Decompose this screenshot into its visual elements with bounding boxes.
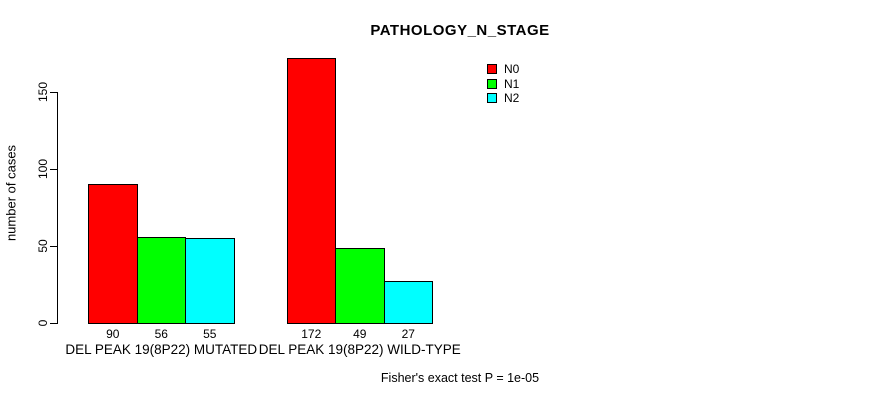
chart-title: PATHOLOGY_N_STAGE [370,22,550,39]
bar-value-label: 90 [106,327,120,341]
y-tick-mark [50,169,57,170]
bar-n1-group1 [136,237,186,324]
bar-n1-group2 [335,248,385,324]
y-tick-label: 50 [36,239,50,253]
footer-annotation: Fisher's exact test P = 1e-05 [380,371,540,385]
y-tick-mark [50,246,57,247]
legend-label: N0 [504,62,520,76]
y-tick-mark [50,92,57,93]
legend-swatch-n0 [487,64,497,74]
legend-label: N1 [504,76,520,91]
bar-value-label: 49 [353,327,367,341]
y-axis-line [57,92,58,324]
bar-value-label: 55 [203,327,217,341]
y-tick-label: 100 [36,158,50,180]
bar-n0-group2 [286,58,336,324]
category-label-group2: DEL PEAK 19(8P22) WILD-TYPE [258,342,461,357]
bar-value-label: 172 [301,327,322,341]
legend: N0 N1 N2 [487,62,519,106]
legend-swatch-n2 [487,93,497,103]
y-axis-label: number of cases [3,144,19,242]
y-tick-mark [50,323,57,324]
y-tick-label: 0 [36,319,50,327]
legend-item-n1: N1 [487,77,519,91]
legend-item-n0: N0 [487,62,519,76]
legend-item-n2: N2 [487,91,519,105]
bar-n2-group2 [383,281,433,324]
y-tick-label: 150 [36,81,50,103]
bar-n2-group1 [185,238,235,324]
category-label-group1: DEL PEAK 19(8P22) MUTATED [65,342,258,357]
bar-n0-group1 [88,184,138,324]
bar-value-label: 27 [401,327,415,341]
legend-label: N2 [504,91,520,105]
legend-swatch-n1 [487,78,497,89]
bar-value-label: 56 [154,327,168,341]
